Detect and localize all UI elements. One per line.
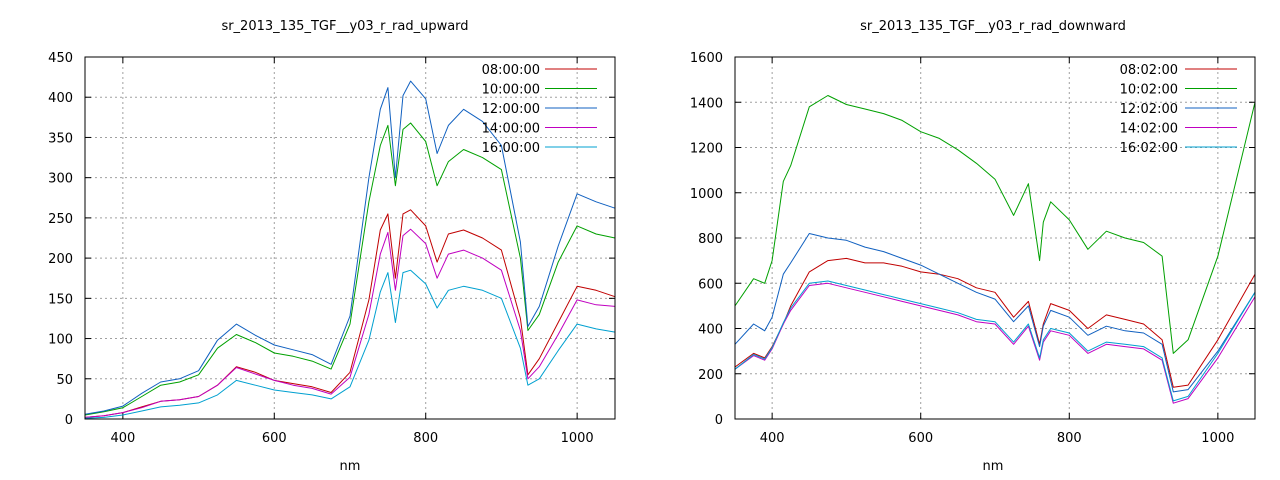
legend-entry: 16:00:00 [482, 141, 597, 156]
y-tick-label: 250 [48, 212, 73, 227]
y-tick-label: 350 [48, 131, 73, 146]
plot-frame [84, 56, 616, 420]
y-tick-label: 600 [698, 277, 723, 292]
legend: 08:02:00 10:02:00 12:02:00 14:02:00 16:02:00 [1120, 63, 1237, 156]
series-line-14:02:00 [734, 282, 1256, 404]
y-tick-label: 1000 [690, 187, 723, 202]
y-tick-label: 100 [48, 333, 73, 348]
series-line-12:02:00 [734, 233, 1256, 393]
x-tick-label: 800 [1057, 431, 1082, 446]
legend-entry: 12:02:00 [1120, 102, 1237, 117]
series-line-10:02:00 [734, 95, 1256, 354]
y-tick-label: 1600 [690, 51, 723, 66]
legend-entry: 14:00:00 [482, 122, 597, 137]
legend-label: 10:02:00 [1120, 83, 1178, 98]
x-tick-label: 800 [413, 431, 438, 446]
x-axis-label: nm [983, 459, 1004, 474]
axis-ticks: 400 600 800 1000 0 50 100 150 200 250 300 350 400 450 [48, 51, 615, 446]
series-lines [84, 80, 616, 419]
series-line-14:00:00 [84, 228, 616, 418]
chart-title: sr_2013_135_TGF__y03_r_rad_upward [221, 19, 468, 34]
legend-label: 14:02:00 [1120, 122, 1178, 137]
legend-label: 08:02:00 [1120, 63, 1178, 78]
y-tick-label: 400 [48, 91, 73, 106]
legend-label: 16:00:00 [482, 141, 540, 156]
y-tick-label: 0 [715, 413, 723, 428]
legend-entry: 08:00:00 [482, 63, 597, 78]
legend-label: 10:00:00 [482, 83, 540, 98]
series-line-08:02:00 [734, 257, 1256, 388]
series-line-16:00:00 [84, 269, 616, 419]
legend-entry: 14:02:00 [1120, 122, 1237, 137]
x-tick-label: 400 [760, 431, 785, 446]
legend-entry: 16:02:00 [1120, 141, 1237, 156]
legend-label: 16:02:00 [1120, 141, 1178, 156]
series-line-16:02:00 [734, 280, 1256, 402]
y-tick-label: 450 [48, 51, 73, 66]
y-tick-label: 150 [48, 292, 73, 307]
y-tick-label: 200 [698, 368, 723, 383]
legend: 08:00:00 10:00:00 12:00:00 14:00:00 16:00:00 [482, 63, 597, 156]
y-tick-label: 300 [48, 172, 73, 187]
downward-radiance-chart: sr_2013_135_TGF__y03_r_rad_downward 400 6… [690, 19, 1256, 474]
legend-entry: 08:02:00 [1120, 63, 1237, 78]
chart-title: sr_2013_135_TGF__y03_r_rad_downward [860, 19, 1126, 34]
y-tick-label: 0 [65, 413, 73, 428]
series-line-12:00:00 [84, 80, 616, 415]
y-tick-label: 1200 [690, 142, 723, 157]
legend-label: 14:00:00 [482, 122, 540, 137]
upward-radiance-chart: sr_2013_135_TGF__y03_r_rad_upward 400 600… [48, 19, 616, 474]
legend-label: 12:00:00 [482, 102, 540, 117]
x-tick-label: 400 [110, 431, 135, 446]
legend-entry: 10:00:00 [482, 83, 597, 98]
y-tick-label: 50 [56, 373, 73, 388]
x-tick-label: 1000 [561, 431, 594, 446]
x-tick-label: 600 [262, 431, 287, 446]
series-lines [734, 95, 1256, 404]
y-tick-label: 800 [698, 232, 723, 247]
plot-frame [734, 56, 1256, 420]
series-line-10:00:00 [84, 122, 616, 416]
x-tick-label: 600 [908, 431, 933, 446]
legend-label: 08:00:00 [482, 63, 540, 78]
y-tick-label: 400 [698, 323, 723, 338]
x-tick-label: 1000 [1201, 431, 1234, 446]
x-axis-label: nm [340, 459, 361, 474]
legend-entry: 12:00:00 [482, 102, 597, 117]
legend-entry: 10:02:00 [1120, 83, 1237, 98]
y-tick-label: 1400 [690, 96, 723, 111]
y-tick-label: 200 [48, 252, 73, 267]
legend-label: 12:02:00 [1120, 102, 1178, 117]
